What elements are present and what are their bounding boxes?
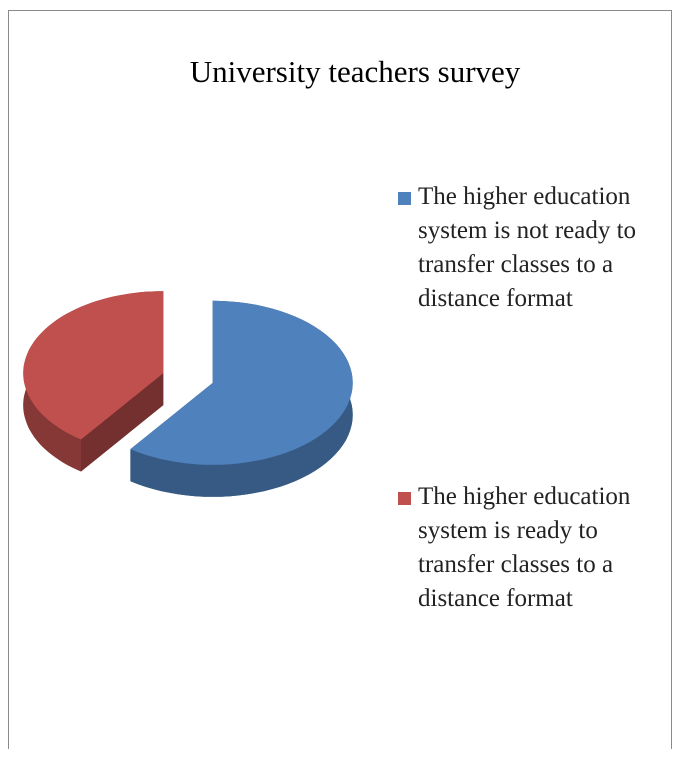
chart-frame	[8, 10, 672, 749]
legend-item: The higher education system is not ready…	[398, 180, 648, 480]
slice	[130, 300, 353, 465]
legend: The higher education system is not ready…	[398, 180, 648, 780]
slice-wall	[80, 373, 164, 472]
chart-title: University teachers survey	[190, 54, 521, 89]
slice	[23, 291, 164, 440]
page: {"chart_data": {"type": "pie", "title": …	[8, 10, 672, 749]
legend-swatch	[398, 492, 411, 505]
chart: University teachers survey	[23, 54, 521, 497]
legend-swatch	[398, 192, 411, 205]
legend-label: The higher education system is ready to …	[418, 483, 631, 612]
legend-label: The higher education system is not ready…	[418, 183, 637, 312]
slice-side	[130, 300, 353, 497]
legend-item: The higher education system is ready to …	[398, 480, 648, 780]
